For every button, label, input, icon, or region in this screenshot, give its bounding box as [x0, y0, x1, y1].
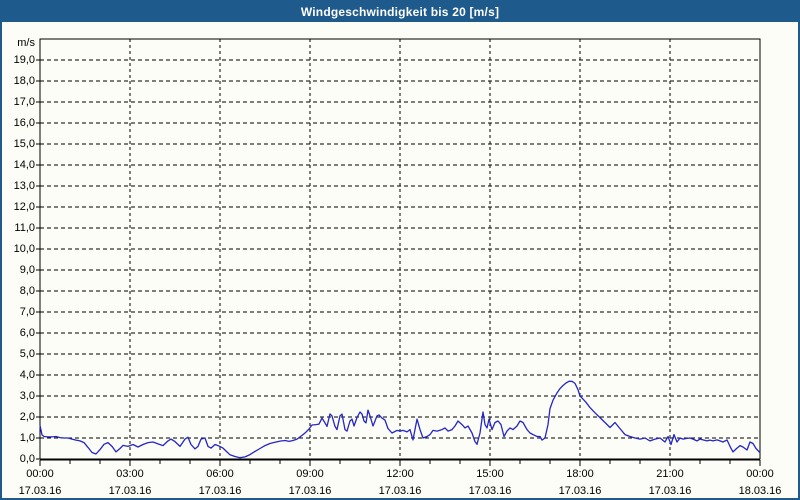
x-tick-date-label: 17.03.16	[18, 485, 62, 497]
y-tick-label: 5,0	[19, 348, 35, 360]
x-tick-time-label: 12:00	[386, 468, 414, 480]
wind-speed-chart	[36, 38, 761, 466]
y-tick-label: 3,0	[19, 390, 35, 402]
x-tick-date-label: 17.03.16	[378, 485, 422, 497]
y-tick-label: 10,0	[13, 243, 35, 255]
y-tick-label: 0,0	[19, 453, 35, 465]
x-tick-date-label: 17.03.16	[558, 485, 602, 497]
x-tick-time-label: 00:00	[746, 468, 774, 480]
x-tick-time-label: 15:00	[476, 468, 504, 480]
y-tick-label: 15,0	[13, 138, 35, 150]
x-tick-time-label: 00:00	[26, 468, 54, 480]
wind-speed-line	[39, 380, 761, 459]
y-tick-label: 14,0	[13, 159, 35, 171]
y-tick-label: 4,0	[19, 369, 35, 381]
y-tick-label: 19,0	[13, 54, 35, 66]
y-tick-label: 12,0	[13, 201, 35, 213]
y-axis-unit-label: m/s	[17, 37, 35, 49]
chart-title: Windgeschwindigkeit bis 20 [m/s]	[300, 5, 500, 19]
y-tick-label: 7,0	[19, 306, 35, 318]
y-tick-label: 8,0	[19, 285, 35, 297]
x-tick-time-label: 18:00	[566, 468, 594, 480]
y-tick-label: 11,0	[14, 222, 35, 234]
x-tick-date-label: 17.03.16	[108, 485, 152, 497]
x-tick-date-label: 17.03.16	[288, 485, 332, 497]
y-tick-label: 17,0	[13, 96, 35, 108]
y-tick-label: 9,0	[19, 264, 35, 276]
x-tick-date-label: 18.03.16	[738, 485, 782, 497]
x-tick-time-label: 09:00	[296, 468, 324, 480]
x-tick-time-label: 03:00	[116, 468, 144, 480]
x-tick-time-label: 06:00	[206, 468, 234, 480]
chart-area: m/s 0,0 1,0 2,0 3,0 4,0 5,0 6,0 7,0 8,0 9,0 10,0 11…	[2, 22, 798, 498]
y-tick-label: 2,0	[19, 411, 35, 423]
y-tick-label: 6,0	[19, 327, 35, 339]
y-tick-label: 16,0	[13, 117, 35, 129]
chart-title-bar: Windgeschwindigkeit bis 20 [m/s]	[2, 2, 798, 22]
x-tick-date-label: 17.03.16	[198, 485, 242, 497]
x-tick-date-label: 17.03.16	[648, 485, 692, 497]
y-tick-label: 18,0	[13, 75, 35, 87]
y-tick-label: 13,0	[13, 180, 35, 192]
x-tick-date-label: 17.03.16	[468, 485, 512, 497]
y-tick-label: 1,0	[19, 432, 35, 444]
x-tick-time-label: 21:00	[656, 468, 684, 480]
